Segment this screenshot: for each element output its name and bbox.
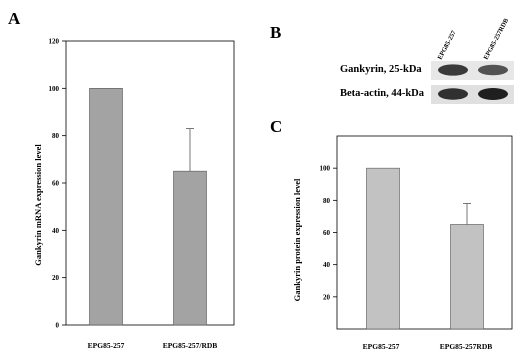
chart-c-ytick-label: 80 xyxy=(323,197,331,205)
chart-a-bars xyxy=(89,88,207,326)
chart-a-bar xyxy=(173,170,207,326)
blot-band xyxy=(478,88,508,100)
panel-b: B EPG85-257 EPG85-257RDB Gankyrin, 25-kD… xyxy=(270,17,514,104)
blot-bands xyxy=(438,64,508,100)
chart-a-ytick-label: 100 xyxy=(49,85,60,93)
chart-c-bar xyxy=(450,224,484,330)
blot-band xyxy=(478,64,508,76)
chart-a-category-label-2: EPG85-257/RDB xyxy=(163,341,218,350)
chart-c-ytick-label: 60 xyxy=(323,229,331,237)
chart-c-plot-frame xyxy=(336,135,513,330)
panel-a-letter: A xyxy=(8,9,21,28)
blot-lane-label-1: EPG85-257 xyxy=(437,29,458,61)
blot-band xyxy=(438,64,468,76)
chart-c-ytick-label: 20 xyxy=(323,293,331,301)
panel-a: A Gankyrin mRNA expression level 0 20 40 60… xyxy=(8,9,235,350)
chart-a-bar xyxy=(89,88,123,326)
chart-c-yticks: 20 40 60 80 100 xyxy=(320,165,337,301)
chart-c-error-bars xyxy=(463,203,471,225)
chart-c-category-label-1: EPG85-257 xyxy=(363,342,400,351)
blot-lane-label-2: EPG85-257RDB xyxy=(483,17,511,61)
chart-c-category-label-2: EPG85-257RDB xyxy=(440,342,493,351)
chart-c-bars xyxy=(366,167,484,330)
blot-row-label-1: Gankyrin, 25-kDa xyxy=(340,64,422,75)
chart-a-error-bars xyxy=(186,128,194,172)
panel-c: C Gankyrin protein expression level 20 40… xyxy=(270,117,513,351)
chart-a-ytick-label: 80 xyxy=(52,132,60,140)
panel-b-letter: B xyxy=(270,23,281,42)
chart-a-ytick-label: 0 xyxy=(56,322,60,330)
chart-a-ytick-label: 20 xyxy=(52,274,60,282)
chart-c-ytick-label: 100 xyxy=(320,165,331,173)
chart-a-yticks: 0 20 40 60 80 100 120 xyxy=(49,38,66,330)
blot-row-label-2: Beta-actin, 44-kDa xyxy=(340,88,425,99)
blot-band xyxy=(438,88,468,100)
chart-c-ylabel: Gankyrin protein expression level xyxy=(292,178,302,301)
chart-a-ytick-label: 120 xyxy=(49,38,60,46)
chart-a-ytick-label: 40 xyxy=(52,227,60,235)
chart-c-bar xyxy=(366,167,400,330)
chart-a-ytick-label: 60 xyxy=(52,180,60,188)
chart-c-ytick-label: 40 xyxy=(323,261,331,269)
chart-a-category-label-1: EPG85-257 xyxy=(88,341,125,350)
chart-a-ylabel: Gankyrin mRNA expression level xyxy=(33,144,43,266)
panel-c-letter: C xyxy=(270,117,282,136)
